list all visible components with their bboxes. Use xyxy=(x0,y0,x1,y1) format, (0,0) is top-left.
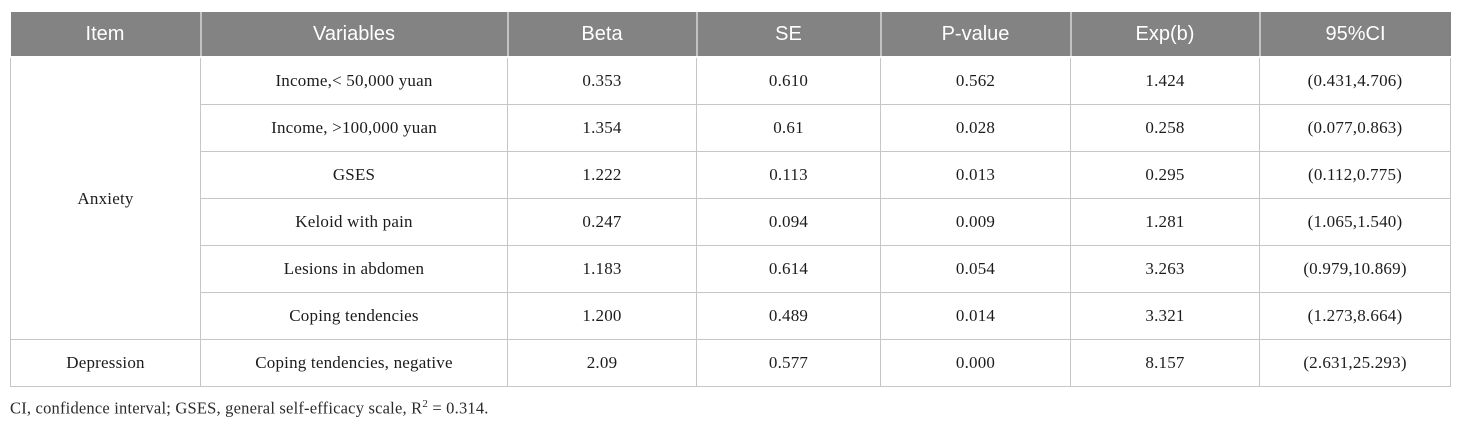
table-row: Income, >100,000 yuan 1.354 0.61 0.028 0.258… xyxy=(11,104,1451,152)
ci-cell: (0.979,10.869) xyxy=(1259,245,1451,293)
se-cell: 0.610 xyxy=(696,56,881,105)
p-value-cell: 0.562 xyxy=(880,56,1071,105)
regression-results-table: Item Variables Beta SE P-value Exp(b) 95… xyxy=(10,12,1451,387)
variable-cell: Income,< 50,000 yuan xyxy=(200,56,508,105)
ci-cell: (0.077,0.863) xyxy=(1259,104,1451,152)
beta-cell: 0.353 xyxy=(507,56,697,105)
table-row: Depression Coping tendencies, negative 2.0… xyxy=(10,339,1451,387)
footnote-superscript: 2 xyxy=(422,398,429,410)
se-cell: 0.61 xyxy=(696,104,881,152)
ci-cell: (0.431,4.706) xyxy=(1259,56,1451,105)
ci-cell: (2.631,25.293) xyxy=(1259,339,1451,387)
beta-cell: 1.183 xyxy=(507,245,697,293)
beta-cell: 1.222 xyxy=(507,151,697,199)
table-row: Anxiety Income,< 50,000 yuan 0.353 0.610 0.5… xyxy=(10,56,1451,340)
column-header-variables: Variables xyxy=(199,12,508,58)
ci-cell: (0.112,0.775) xyxy=(1259,151,1451,199)
table-row: GSES 1.222 0.113 0.013 0.295 (0.112,0.775) xyxy=(11,151,1451,199)
table-row: Coping tendencies 1.200 0.489 0.014 3.321 (1.… xyxy=(11,292,1451,340)
variable-cell: Lesions in abdomen xyxy=(200,245,508,293)
p-value-cell: 0.028 xyxy=(880,104,1071,152)
exp-b-cell: 1.281 xyxy=(1070,198,1260,246)
table-row: Lesions in abdomen 1.183 0.614 0.054 3.263 (0… xyxy=(11,245,1451,293)
exp-b-cell: 8.157 xyxy=(1070,339,1260,387)
variable-cell: Coping tendencies xyxy=(200,292,508,340)
exp-b-cell: 3.263 xyxy=(1070,245,1260,293)
exp-b-cell: 1.424 xyxy=(1070,56,1260,105)
beta-cell: 1.200 xyxy=(507,292,697,340)
header-row: Item Variables Beta SE P-value Exp(b) 95… xyxy=(10,12,1451,58)
se-cell: 0.577 xyxy=(696,339,881,387)
se-cell: 0.113 xyxy=(696,151,881,199)
se-cell: 0.489 xyxy=(696,292,881,340)
column-header-item: Item xyxy=(10,12,201,58)
footnote-text: CI, confidence interval; GSES, general s… xyxy=(10,398,423,418)
exp-b-cell: 3.321 xyxy=(1070,292,1260,340)
variable-cell: Income, >100,000 yuan xyxy=(200,104,508,152)
column-header-se: SE xyxy=(695,12,881,58)
column-header-beta: Beta xyxy=(506,12,697,58)
se-cell: 0.614 xyxy=(696,245,881,293)
table-row: Keloid with pain 0.247 0.094 0.009 1.281 (1.0… xyxy=(11,198,1451,246)
p-value-cell: 0.014 xyxy=(880,292,1071,340)
table-footnote: CI, confidence interval; GSES, general s… xyxy=(10,398,489,419)
column-header-p-value: P-value xyxy=(879,12,1071,58)
se-cell: 0.094 xyxy=(696,198,881,246)
item-cell: Anxiety xyxy=(10,56,201,340)
beta-cell: 0.247 xyxy=(507,198,697,246)
beta-cell: 1.354 xyxy=(507,104,697,152)
table-body: Anxiety Income,< 50,000 yuan 0.353 0.610 0.5… xyxy=(10,56,1451,387)
ci-cell: (1.273,8.664) xyxy=(1259,292,1451,340)
exp-b-cell: 0.295 xyxy=(1070,151,1260,199)
p-value-cell: 0.009 xyxy=(880,198,1071,246)
column-header-exp-b: Exp(b) xyxy=(1069,12,1260,58)
exp-b-cell: 0.258 xyxy=(1070,104,1260,152)
p-value-cell: 0.013 xyxy=(880,151,1071,199)
p-value-cell: 0.000 xyxy=(880,339,1071,387)
table-header: Item Variables Beta SE P-value Exp(b) 95… xyxy=(10,12,1451,58)
beta-cell: 2.09 xyxy=(507,339,697,387)
item-cell: Depression xyxy=(10,339,201,387)
p-value-cell: 0.054 xyxy=(880,245,1071,293)
variable-cell: Keloid with pain xyxy=(200,198,508,246)
footnote-text-end: = 0.314. xyxy=(428,398,489,418)
variable-cell: GSES xyxy=(200,151,508,199)
ci-cell: (1.065,1.540) xyxy=(1259,198,1451,246)
variable-cell: Coping tendencies, negative xyxy=(200,339,508,387)
column-header-95ci: 95%CI xyxy=(1258,12,1451,58)
